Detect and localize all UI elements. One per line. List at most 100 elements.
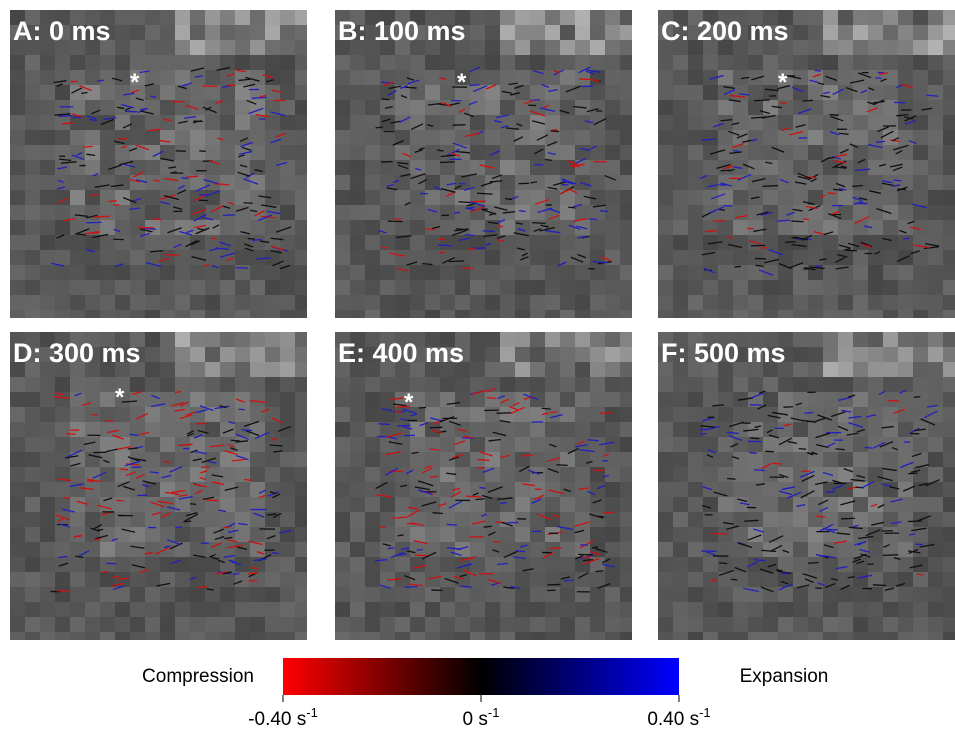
image-pixel [590,55,605,70]
image-pixel [100,145,115,160]
image-pixel [605,497,620,512]
image-pixel [425,130,440,145]
image-pixel [943,542,955,557]
image-pixel [808,280,823,295]
image-pixel [190,295,205,310]
image-pixel [335,220,350,235]
image-pixel [928,377,943,392]
image-pixel [718,512,733,527]
image-pixel [748,175,763,190]
image-pixel [265,377,280,392]
image-pixel [733,482,748,497]
image-pixel [620,332,632,347]
image-pixel [295,377,307,392]
image-pixel [440,437,455,452]
image-pixel [838,40,853,55]
image-pixel [853,452,868,467]
image-pixel [160,602,175,617]
image-pixel [575,10,590,25]
image-pixel [175,542,190,557]
image-pixel [545,115,560,130]
image-pixel [265,55,280,70]
image-pixel [380,632,395,640]
image-pixel [485,632,500,640]
image-pixel [175,362,190,377]
image-pixel [883,572,898,587]
image-pixel [748,497,763,512]
image-pixel [620,205,632,220]
image-pixel [928,145,943,160]
image-pixel [190,617,205,632]
image-pixel [823,362,838,377]
image-pixel [335,437,350,452]
image-pixel [605,512,620,527]
image-pixel [808,497,823,512]
image-pixel [70,280,85,295]
image-pixel [365,205,380,220]
image-pixel [280,55,295,70]
image-pixel [220,190,235,205]
image-pixel [868,295,883,310]
image-pixel [838,310,853,318]
image-pixel [590,632,605,640]
image-pixel [295,205,307,220]
image-pixel [250,362,265,377]
image-pixel [500,437,515,452]
panel: B: 100 ms* [335,10,632,318]
image-pixel [335,617,350,632]
image-pixel [575,572,590,587]
image-pixel [280,205,295,220]
image-pixel [763,377,778,392]
image-pixel [25,497,40,512]
image-pixel [130,25,145,40]
image-pixel [395,632,410,640]
image-pixel [395,100,410,115]
image-pixel [748,407,763,422]
image-pixel [928,467,943,482]
image-pixel [733,280,748,295]
image-pixel [485,145,500,160]
image-pixel [130,527,145,542]
image-pixel [868,347,883,362]
image-pixel [620,250,632,265]
image-pixel [455,467,470,482]
image-pixel [335,392,350,407]
image-pixel [748,85,763,100]
image-pixel [10,392,25,407]
image-pixel [688,632,703,640]
image-pixel [793,542,808,557]
image-pixel [295,557,307,572]
panel: D: 300 ms* [10,332,307,640]
image-pixel [853,527,868,542]
image-pixel [25,160,40,175]
image-pixel [838,452,853,467]
image-pixel [808,85,823,100]
image-pixel [853,602,868,617]
image-pixel [470,422,485,437]
image-pixel [748,220,763,235]
image-pixel [575,377,590,392]
image-pixel [853,392,868,407]
image-pixel [823,295,838,310]
image-pixel [718,632,733,640]
image-pixel [280,280,295,295]
image-pixel [808,587,823,602]
image-pixel [470,587,485,602]
image-pixel [350,512,365,527]
image-pixel [778,452,793,467]
image-pixel [928,602,943,617]
image-pixel [10,175,25,190]
image-pixel [605,632,620,640]
image-pixel [560,265,575,280]
image-pixel [673,100,688,115]
image-pixel [470,362,485,377]
image-pixel [160,377,175,392]
image-pixel [40,497,55,512]
image-pixel [410,602,425,617]
image-pixel [793,602,808,617]
image-pixel [515,220,530,235]
image-pixel [145,422,160,437]
image-pixel [605,235,620,250]
image-pixel [470,332,485,347]
image-pixel [620,310,632,318]
